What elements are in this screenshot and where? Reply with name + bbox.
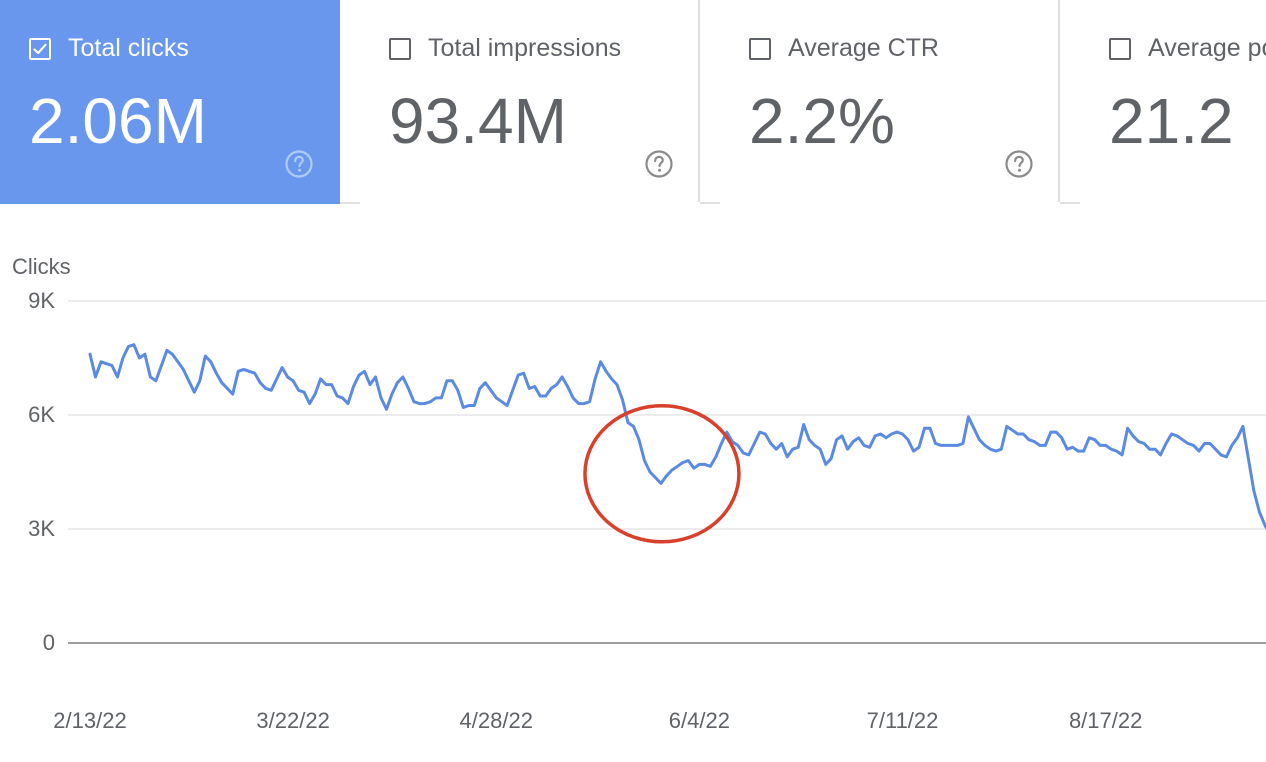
metric-card-total-clicks[interactable]: Total clicks 2.06M bbox=[0, 0, 340, 204]
checkbox-checked-icon[interactable] bbox=[29, 38, 51, 60]
x-tick-label: 7/11/22 bbox=[867, 708, 939, 733]
metric-value: 93.4M bbox=[389, 85, 567, 157]
annotation-circle bbox=[583, 404, 741, 544]
metric-card-average-ctr[interactable]: Average CTR 2.2% bbox=[720, 0, 1060, 204]
metric-label: Average position bbox=[1148, 34, 1266, 62]
metric-value: 2.06M bbox=[29, 85, 207, 157]
checkbox-unchecked-icon[interactable] bbox=[389, 38, 411, 60]
card-divider bbox=[698, 0, 700, 202]
x-tick-label: 6/4/22 bbox=[669, 708, 730, 733]
metric-value: 2.2% bbox=[749, 85, 895, 157]
y-axis-title: Clicks bbox=[12, 254, 71, 279]
y-tick-label: 6K bbox=[28, 402, 55, 427]
y-tick-label: 3K bbox=[28, 516, 55, 541]
checkbox-unchecked-icon[interactable] bbox=[749, 38, 771, 60]
card-divider bbox=[1058, 0, 1060, 202]
x-tick-label: 3/22/22 bbox=[256, 708, 329, 733]
metric-label: Average CTR bbox=[788, 34, 939, 62]
metrics-row: Total clicks 2.06M Total impressions 93.… bbox=[0, 0, 1266, 204]
x-tick-label: 4/28/22 bbox=[460, 708, 533, 733]
clicks-chart: Clicks 9K 6K 3K 0 2/13/22 3/22/22 4/28/22 6/4/2… bbox=[0, 204, 1266, 762]
help-icon[interactable] bbox=[284, 149, 314, 179]
metric-value: 21.2 bbox=[1109, 85, 1234, 157]
metric-label: Total clicks bbox=[68, 34, 189, 62]
x-tick-label: 2/13/22 bbox=[53, 708, 126, 733]
help-icon[interactable] bbox=[1004, 149, 1034, 179]
metric-card-average-position[interactable]: Average position 21.2 bbox=[1080, 0, 1266, 204]
y-tick-label: 0 bbox=[43, 630, 55, 655]
metric-label: Total impressions bbox=[428, 34, 622, 62]
x-tick-label: 8/17/22 bbox=[1069, 708, 1142, 733]
clicks-series-line bbox=[88, 343, 1266, 531]
y-tick-label: 9K bbox=[28, 288, 55, 313]
checkbox-unchecked-icon[interactable] bbox=[1109, 38, 1131, 60]
help-icon[interactable] bbox=[644, 149, 674, 179]
metric-card-total-impressions[interactable]: Total impressions 93.4M bbox=[360, 0, 700, 204]
chart-svg: 9K 6K 3K 0 2/13/22 3/22/22 4/28/22 6/4/22 7/11/2… bbox=[28, 288, 1266, 733]
